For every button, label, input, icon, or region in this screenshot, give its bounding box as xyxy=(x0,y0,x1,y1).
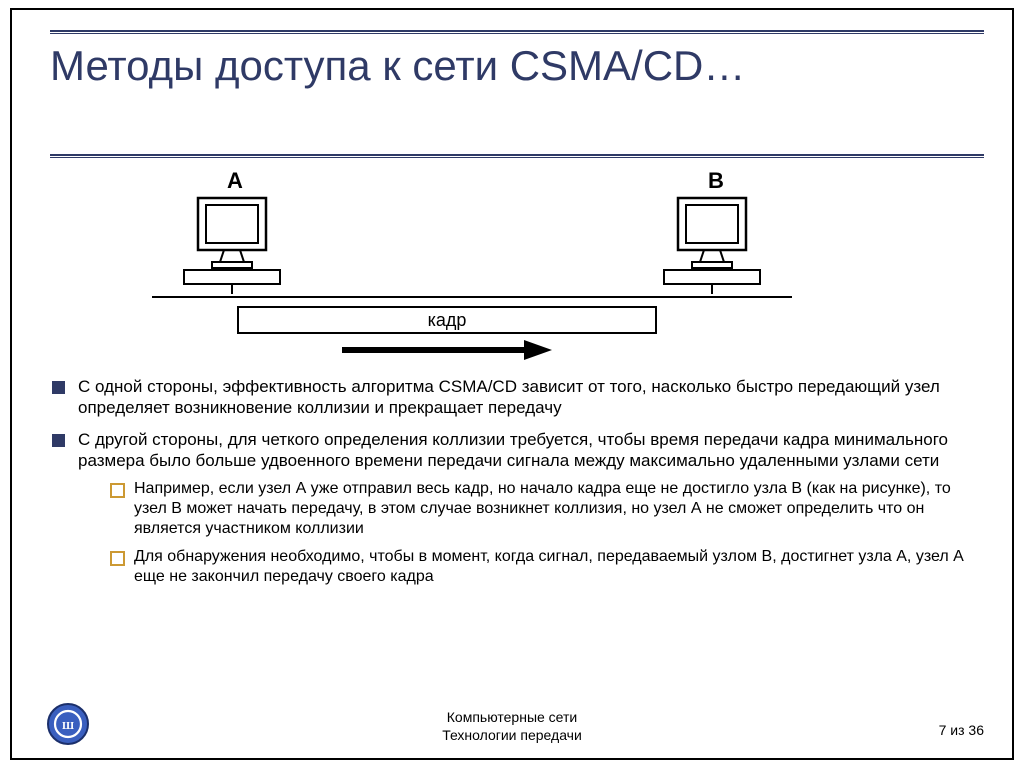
csma-diagram: A B кадр xyxy=(152,168,792,358)
direction-arrow-icon xyxy=(342,340,552,360)
frame-box: кадр xyxy=(237,306,657,334)
footer-center: Компьютерные сети Технологии передачи xyxy=(12,708,1012,744)
computer-b-icon xyxy=(662,196,762,299)
content-area: С одной стороны, эффективность алгоритма… xyxy=(50,376,984,597)
node-label-a: A xyxy=(227,168,243,194)
sub-bullet-1: Например, если узел А уже отправил весь … xyxy=(108,479,984,539)
bullet-1-text: С одной стороны, эффективность алгоритма… xyxy=(78,377,940,417)
footer: Ш Компьютерные сети Технологии передачи … xyxy=(12,702,1012,748)
sub-bullet-2-text: Для обнаружения необходимо, чтобы в моме… xyxy=(134,548,964,585)
sub-bullet-1-text: Например, если узел А уже отправил весь … xyxy=(134,480,951,537)
mid-rule xyxy=(50,154,984,158)
bullet-2: С другой стороны, для четкого определени… xyxy=(50,429,984,588)
bullet-2-text: С другой стороны, для четкого определени… xyxy=(78,430,948,470)
computer-a-icon xyxy=(182,196,282,299)
page-number: 7 из 36 xyxy=(939,722,984,738)
bus-line xyxy=(152,296,792,298)
slide-title: Методы доступа к сети CSMA/CD… xyxy=(50,42,745,90)
sub-bullet-2: Для обнаружения необходимо, чтобы в моме… xyxy=(108,547,984,587)
footer-line1: Компьютерные сети xyxy=(12,708,1012,726)
bullet-1: С одной стороны, эффективность алгоритма… xyxy=(50,376,984,419)
top-rule xyxy=(50,30,984,34)
footer-line2: Технологии передачи xyxy=(12,726,1012,744)
slide-frame: Методы доступа к сети CSMA/CD… A B xyxy=(10,8,1014,760)
node-label-b: B xyxy=(708,168,724,194)
